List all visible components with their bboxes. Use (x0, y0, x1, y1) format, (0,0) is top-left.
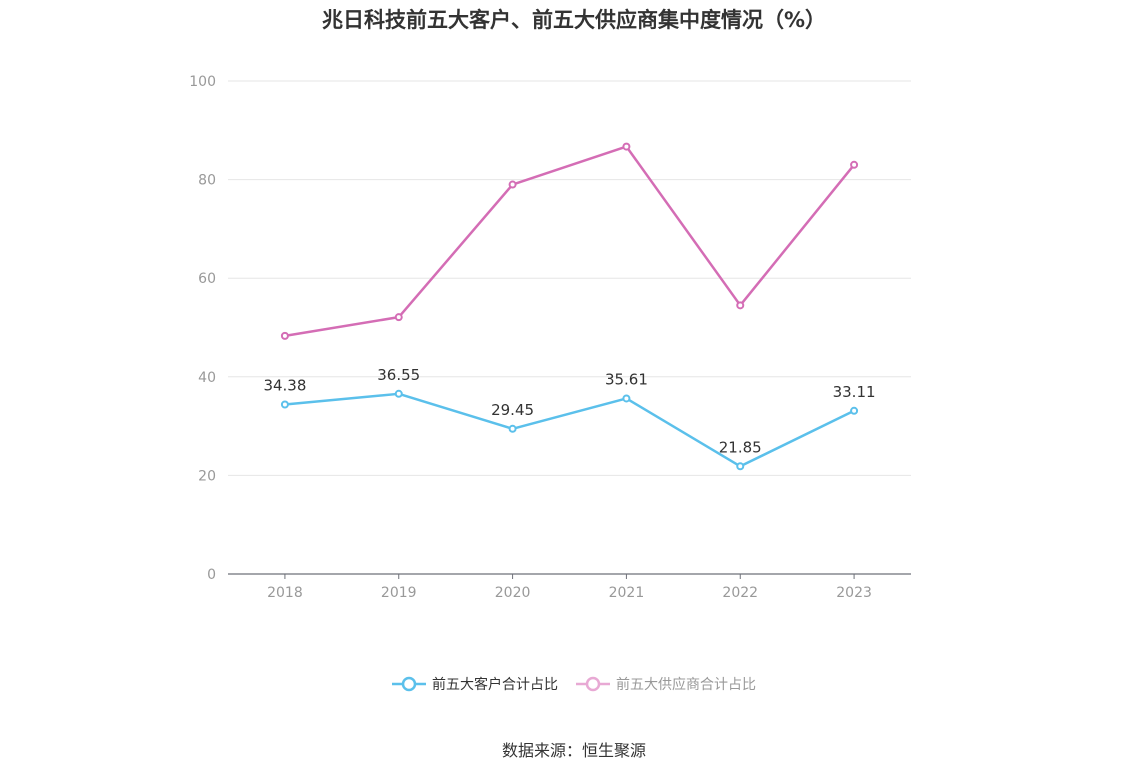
legend: 前五大客户合计占比 前五大供应商合计占比 (0, 674, 1148, 694)
series-line-0 (284, 392, 855, 468)
data-label: 21.85 (719, 438, 762, 456)
x-axis: 2018 2019 2020 2021 2022 2023 (228, 573, 911, 601)
data-label: 33.11 (833, 383, 876, 401)
data-point[interactable] (622, 394, 631, 403)
data-point[interactable] (736, 462, 745, 471)
x-tick-label: 2020 (495, 585, 531, 601)
x-tick-label: 2021 (609, 585, 645, 601)
data-label: 36.55 (377, 366, 420, 384)
legend-item-suppliers[interactable]: 前五大供应商合计占比 (576, 674, 756, 694)
data-point[interactable] (394, 389, 403, 398)
data-label: 34.38 (263, 377, 306, 395)
data-label: 29.45 (491, 401, 534, 419)
y-tick-label: 40 (198, 370, 216, 386)
x-tick-label: 2022 (722, 585, 758, 601)
y-tick-label: 20 (198, 468, 216, 484)
x-tick-label: 2018 (267, 585, 303, 601)
y-tick-label: 0 (207, 567, 216, 583)
data-point[interactable] (508, 424, 517, 433)
chart-title: 兆日科技前五大客户、前五大供应商集中度情况（%） (321, 8, 827, 32)
x-tick-label: 2023 (836, 585, 872, 601)
data-point[interactable] (280, 400, 289, 409)
series-group: 34.38 36.55 29.45 35.61 21.85 33.11 (263, 142, 876, 471)
legend-label-customers: 前五大客户合计占比 (432, 677, 558, 693)
y-tick-label: 80 (198, 173, 216, 189)
y-tick-label: 100 (189, 74, 216, 90)
grid-lines (228, 80, 911, 476)
data-point[interactable] (736, 301, 745, 310)
legend-marker-customers (392, 676, 426, 692)
legend-label-suppliers: 前五大供应商合计占比 (616, 677, 756, 693)
data-point[interactable] (280, 331, 289, 340)
y-axis: 0 20 40 60 80 100 (189, 74, 216, 583)
data-point[interactable] (394, 313, 403, 322)
line-chart: 0 20 40 60 80 100 2018 2019 2020 2021 2022 2023 34… (189, 74, 911, 601)
series-line-1 (284, 145, 856, 338)
data-label: 35.61 (605, 370, 648, 388)
legend-item-customers[interactable]: 前五大客户合计占比 (392, 674, 558, 694)
data-point[interactable] (850, 160, 859, 169)
legend-marker-suppliers (576, 676, 610, 692)
data-point[interactable] (622, 142, 631, 151)
data-source: 数据来源：恒生聚源 (501, 741, 646, 760)
y-tick-label: 60 (198, 271, 216, 287)
data-point[interactable] (850, 406, 859, 415)
data-point[interactable] (508, 180, 517, 189)
x-tick-label: 2019 (381, 585, 417, 601)
